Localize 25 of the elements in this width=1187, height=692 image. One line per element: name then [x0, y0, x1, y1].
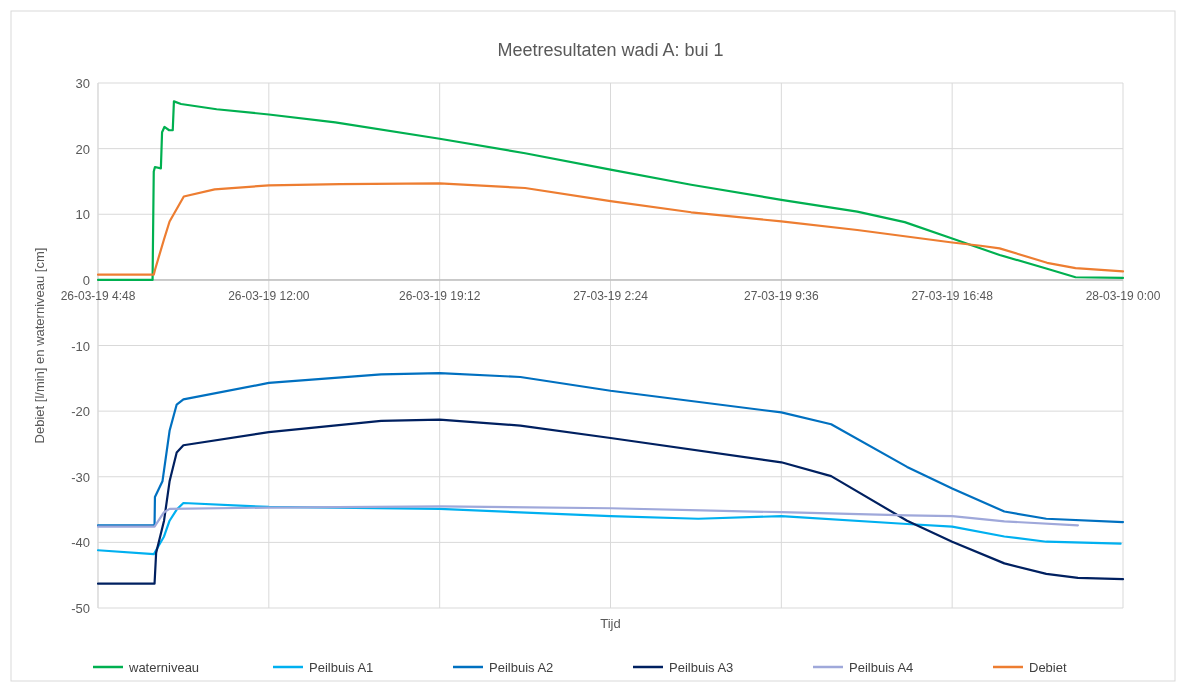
y-tick-label: 30	[75, 76, 90, 91]
y-tick-label: 10	[75, 207, 90, 223]
x-tick-label: 26-03-19 19:12	[398, 288, 481, 303]
x-tick-label: 28-03-19 0:00	[1085, 288, 1161, 303]
x-tick-label: 26-03-19 12:00	[228, 288, 310, 303]
chart-title: Meetresultaten wadi A: bui 1	[497, 40, 724, 60]
x-tick-label: 27-03-19 9:36	[743, 288, 820, 303]
x-axis-title: Tijd	[600, 616, 621, 631]
x-tick-label: 27-03-19 16:48	[911, 288, 994, 303]
y-tick-label: -30	[71, 469, 90, 485]
y-tick-label: 20	[75, 141, 90, 157]
y-axis-title: Debiet [l/min] en waterniveau [cm]	[32, 247, 47, 444]
legend-label: Peilbuis A4	[849, 660, 914, 675]
legend-label: waterniveau	[128, 660, 200, 675]
y-tick-label: -50	[71, 601, 90, 616]
y-tick-label: -20	[71, 404, 90, 420]
legend-label: Peilbuis A2	[489, 660, 554, 675]
y-tick-label: -40	[71, 535, 90, 551]
legend-label: Debiet	[1029, 660, 1067, 675]
legend-label: Peilbuis A1	[309, 660, 374, 675]
y-tick-label: 0	[82, 272, 90, 288]
x-tick-label: 27-03-19 2:24	[573, 288, 649, 303]
legend-label: Peilbuis A3	[669, 660, 734, 675]
y-tick-label: -10	[71, 338, 90, 354]
x-tick-label: 26-03-19 4:48	[60, 288, 136, 303]
